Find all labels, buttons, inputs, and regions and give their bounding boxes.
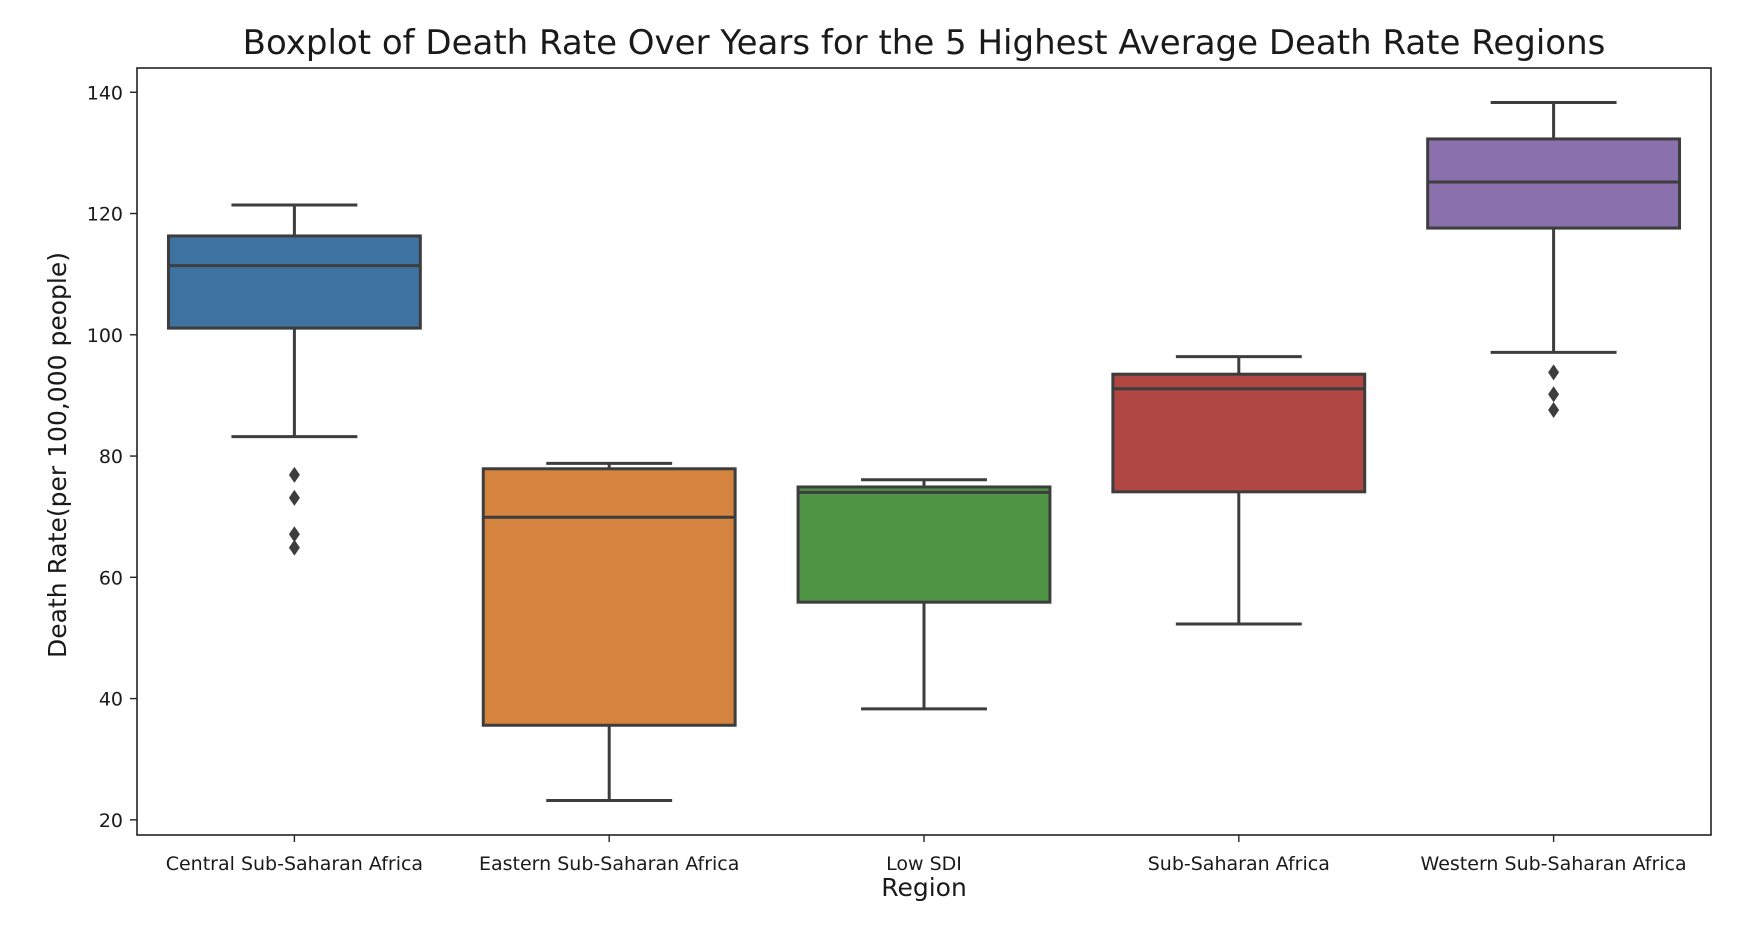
- box-1: [166, 203, 422, 556]
- y-tick-label-120: 120: [87, 204, 123, 226]
- box-body: [1111, 372, 1367, 494]
- outlier-point: [1548, 364, 1560, 381]
- x-axis: Central Sub-Saharan Africa Eastern Sub-Sa…: [166, 835, 1687, 875]
- x-axis-label: Region: [881, 873, 967, 902]
- y-axis-label: Death Rate(per 100,000 people): [43, 252, 72, 658]
- x-tick-label-5: Western Sub-Saharan Africa: [1421, 853, 1687, 875]
- outlier-point: [288, 526, 300, 543]
- chart-title: Boxplot of Death Rate Over Years for the…: [243, 23, 1606, 63]
- x-tick-label-2: Eastern Sub-Saharan Africa: [479, 853, 739, 875]
- outlier-point: [1548, 386, 1560, 403]
- box-4: [1111, 355, 1367, 626]
- box-body: [796, 485, 1052, 604]
- box-body: [166, 234, 422, 330]
- box-3: [796, 478, 1052, 711]
- box-body: [1426, 137, 1682, 230]
- y-tick-label-60: 60: [99, 567, 123, 589]
- outlier-point: [288, 466, 300, 483]
- box-body: [481, 467, 737, 727]
- box-5: [1426, 101, 1682, 418]
- plot-frame: [136, 67, 1712, 836]
- x-tick-label-4: Sub-Saharan Africa: [1148, 853, 1330, 875]
- box-series: [166, 101, 1682, 802]
- outlier-point: [288, 539, 300, 556]
- outlier-point: [1548, 401, 1560, 418]
- box-2: [481, 461, 737, 802]
- outlier-point: [288, 489, 300, 506]
- y-tick-label-40: 40: [99, 689, 123, 711]
- y-tick-label-20: 20: [99, 810, 123, 832]
- x-tick-label-3: Low SDI: [886, 853, 962, 875]
- y-axis: 20 40 60 80 100 120 140: [87, 82, 137, 832]
- y-tick-label-80: 80: [99, 446, 123, 468]
- y-tick-label-140: 140: [87, 82, 123, 104]
- x-tick-label-1: Central Sub-Saharan Africa: [166, 853, 423, 875]
- y-tick-label-100: 100: [87, 325, 123, 347]
